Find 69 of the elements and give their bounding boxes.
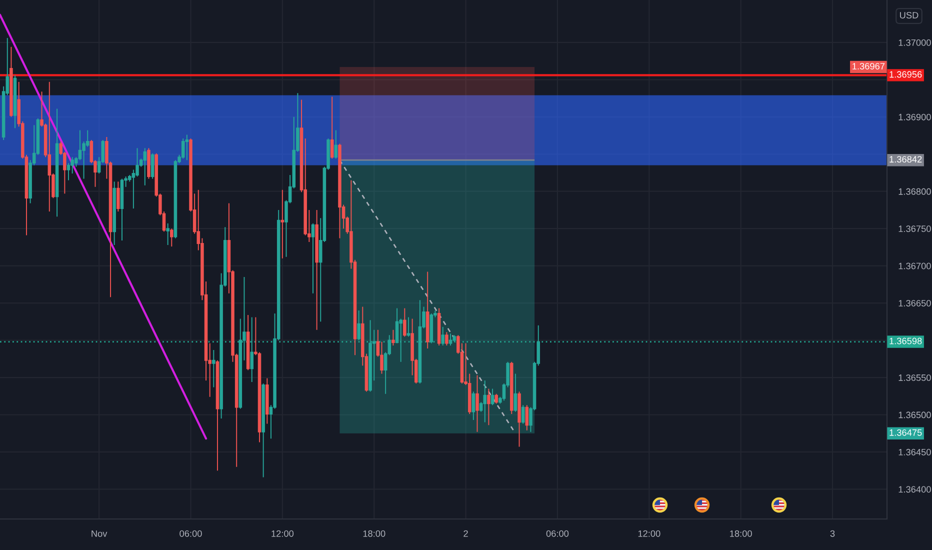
x-tick-label: 12:00 — [638, 530, 660, 537]
ref-line-label: 1.36956 — [890, 71, 922, 78]
y-tick-label: 1.37000 — [898, 39, 931, 46]
candlestick — [150, 152, 154, 180]
candlestick — [494, 393, 498, 404]
candlestick — [143, 148, 147, 186]
candlestick — [403, 308, 406, 338]
candlestick — [483, 380, 487, 423]
x-tick-label: Nov — [92, 530, 108, 537]
candlestick — [246, 314, 250, 371]
candlestick — [216, 360, 220, 472]
candlestick — [315, 210, 318, 330]
candlestick — [406, 316, 410, 338]
candlestick — [166, 222, 170, 246]
candlestick — [55, 108, 59, 218]
x-tick-label: 3 — [830, 530, 835, 537]
candlestick — [490, 388, 494, 406]
candlestick — [437, 308, 441, 346]
y-tick-label: 1.36800 — [898, 188, 931, 195]
candlestick — [487, 388, 490, 426]
candlestick — [185, 134, 189, 161]
x-tick-label: 12:00 — [272, 530, 294, 537]
annotation: 1.36967 — [852, 62, 885, 70]
candlestick — [514, 373, 518, 412]
annotation: 1.36475 — [890, 429, 922, 436]
candlestick — [525, 404, 529, 431]
y-tick-label: 1.36500 — [898, 412, 931, 418]
candlestick — [334, 130, 338, 160]
candlestick — [212, 349, 216, 388]
candlestick — [521, 404, 525, 424]
candlestick — [426, 271, 430, 349]
candlestick — [280, 189, 284, 259]
candlestick — [266, 378, 269, 424]
x-tick-label: 18:00 — [730, 530, 752, 537]
x-tick-label: 06:00 — [180, 530, 202, 537]
candlestick — [48, 81, 52, 212]
candlestick — [510, 361, 514, 414]
candlestick — [147, 148, 150, 180]
y-tick-label: 1.36700 — [898, 262, 931, 270]
y-tick-label: 1.36450 — [898, 448, 931, 456]
candlestick — [116, 181, 120, 212]
y-tick-label: 1.36750 — [898, 226, 931, 232]
candlestick — [112, 181, 116, 246]
candlestick — [181, 138, 185, 160]
candlestick — [262, 382, 265, 478]
candlestick — [392, 329, 395, 346]
candlestick — [472, 391, 476, 420]
x-tick-label: 2 — [464, 530, 468, 537]
candlestick — [10, 46, 13, 118]
x-tick-label: 18:00 — [363, 530, 386, 537]
candlestick — [518, 391, 521, 448]
y-axis-title: USD — [900, 12, 918, 18]
candlestick — [311, 222, 315, 294]
candlestick — [441, 326, 444, 346]
annotation: 1.36842 — [890, 156, 922, 163]
y-tick-label: 1.36550 — [898, 374, 931, 381]
y-tick-label: 1.36400 — [898, 486, 931, 493]
candlestick — [448, 333, 452, 346]
ref-line-label: 1.36598 — [890, 338, 922, 344]
candlestick — [445, 332, 448, 346]
y-tick-label: 1.36900 — [898, 114, 931, 120]
candlestick — [338, 143, 342, 239]
candlestick — [476, 374, 479, 432]
y-tick-label: 1.36650 — [898, 300, 931, 306]
candlestick — [120, 178, 124, 241]
candlestick — [170, 228, 174, 247]
candlestick — [13, 74, 17, 129]
candlestick — [330, 96, 334, 160]
x-tick-label: 06:00 — [546, 530, 569, 537]
